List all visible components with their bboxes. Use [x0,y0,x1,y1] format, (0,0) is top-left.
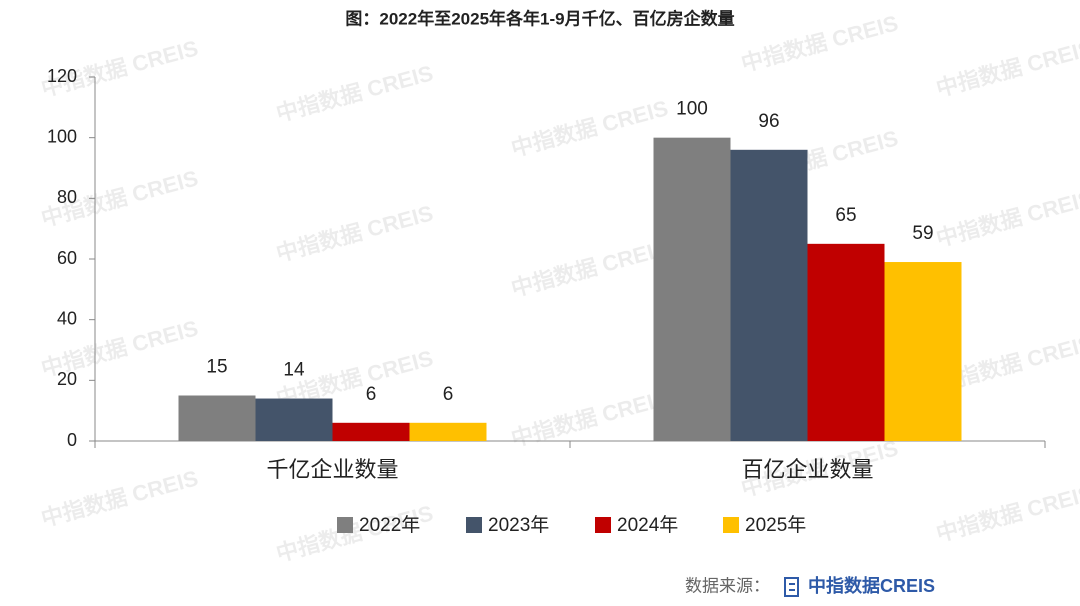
chart-title: 图：2022年至2025年各年1-9月千亿、百亿房企数量 [345,8,734,28]
x-tick-label: 千亿企业数量 [266,457,398,482]
data-label: 6 [366,384,377,405]
legend-swatch [337,517,353,533]
bar [884,262,962,441]
x-tick-label: 百亿企业数量 [741,457,873,482]
legend-label: 2022年 [359,514,420,536]
source-label: 数据来源： [685,576,770,595]
legend-label: 2025年 [745,514,806,536]
legend-swatch [723,517,739,533]
legend-label: 2024年 [617,514,678,536]
source: 中指数据CREIS [808,575,935,596]
y-tick-label: 120 [47,66,77,86]
bar [730,149,808,442]
data-label: 100 [676,99,708,120]
data-label: 14 [283,360,305,381]
y-tick-label: 100 [47,126,77,146]
data-label: 15 [206,357,227,378]
legend-swatch [595,517,611,533]
data-label: 59 [912,223,933,244]
bar [807,243,885,441]
legend-label: 2023年 [488,514,549,536]
source-icon [784,577,799,597]
bar [653,137,731,441]
y-tick-label: 20 [57,369,77,389]
data-label: 6 [443,384,454,405]
data-label: 65 [835,205,856,226]
y-tick-label: 40 [57,308,77,328]
y-tick-label: 80 [57,187,77,207]
y-tick-label: 60 [57,248,77,268]
legend-swatch [466,517,482,533]
bar [178,395,256,441]
bar [332,422,410,441]
bar [409,422,487,441]
y-tick-label: 0 [67,430,77,450]
data-label: 96 [758,111,779,132]
bar [255,398,333,441]
